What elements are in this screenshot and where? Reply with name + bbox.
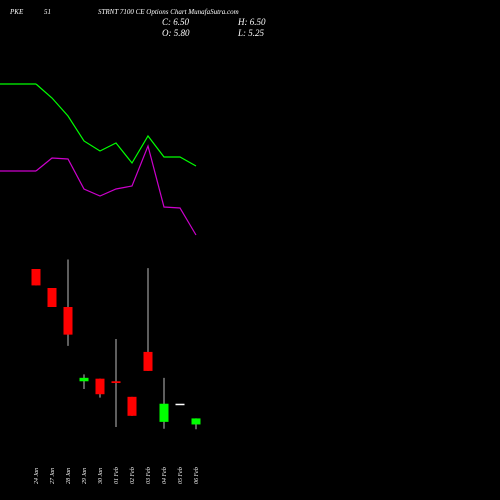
x-tick-label: 24 Jan [33,468,40,484]
candle-body [63,307,73,335]
candle-body [143,351,153,371]
candle-body [31,269,41,286]
candle-body [95,378,105,395]
interval: 51 [44,8,51,16]
candle-body [127,396,137,416]
candle-body [111,381,121,383]
candle-body [79,377,89,382]
x-tick-label: 27 Jan [50,468,56,484]
candle-body [175,403,185,406]
candle-body [159,403,169,422]
candle-body [191,418,201,425]
info-open: O: 5.80 [162,28,190,38]
x-tick-label: 04 Feb [161,467,168,484]
x-tick-label: 05 Feb [178,467,184,484]
info-high: H: 6.50 [237,17,266,27]
chart-title: STRNT 7100 CE Options Chart MunafaSutra.… [98,8,239,16]
symbol: PKE [9,8,24,16]
x-tick-label: 28 Jan [66,468,72,484]
indicator-line [35,144,197,236]
candle-body [47,288,57,307]
info-close: C: 6.50 [162,17,190,27]
indicator-line [35,83,197,167]
x-tick-label: 03 Feb [146,467,152,484]
x-tick-label: 01 Feb [114,467,120,484]
info-low: L: 5.25 [237,28,265,38]
x-tick-label: 02 Feb [130,467,136,484]
x-tick-label: 30 Jan [98,468,104,485]
x-tick-label: 29 Jan [82,468,88,484]
x-tick-label: 06 Feb [194,467,200,484]
